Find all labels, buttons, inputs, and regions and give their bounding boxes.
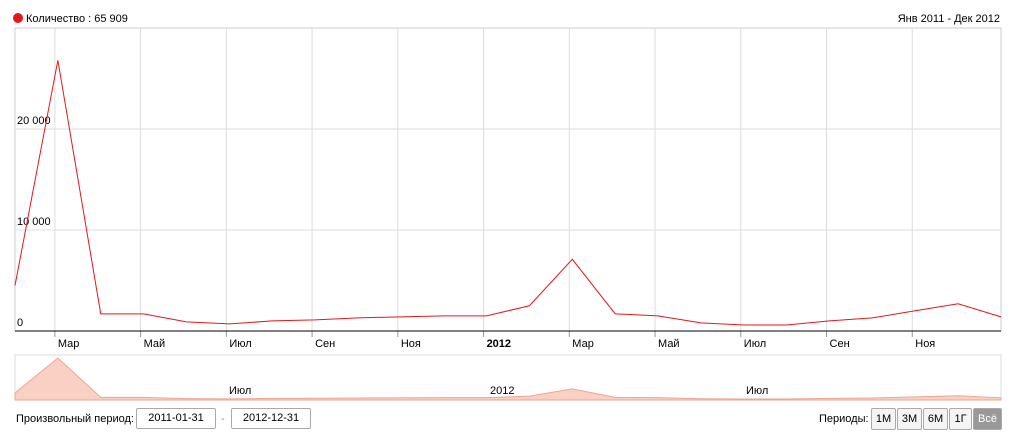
end-date[interactable]: 2012-12-31	[231, 408, 311, 429]
x-tick-label: Мар	[58, 338, 80, 350]
separator: -	[221, 413, 225, 425]
y-tick-label: 10 000	[17, 216, 51, 228]
plot-border	[14, 27, 1002, 332]
x-tick-label: Ноя	[915, 338, 935, 350]
periods-label: Периоды:	[819, 413, 869, 425]
navigator-area	[14, 357, 1002, 401]
navigator-label: 2012	[490, 385, 514, 397]
y-tick-label: 20 000	[17, 115, 51, 127]
navigator	[14, 354, 1002, 401]
x-tick-label: Июл	[744, 338, 766, 350]
navigator-label: Июл	[229, 385, 251, 397]
navigator-label: Июл	[746, 385, 768, 397]
y-tick-label: 0	[17, 317, 23, 329]
x-tick-label: Мар	[572, 338, 594, 350]
period-button[interactable]: 1Г	[949, 408, 972, 430]
period-button[interactable]: 6М	[923, 408, 948, 430]
period-button[interactable]: 1М	[871, 408, 896, 430]
x-tick-label: Июл	[229, 338, 251, 350]
period-button[interactable]: 3М	[897, 408, 922, 430]
x-tick-label: Май	[144, 338, 166, 350]
x-tick-label: Сен	[830, 338, 850, 350]
period-button[interactable]: Всё	[973, 408, 1002, 430]
legend-text: Количество : 65 909	[26, 13, 128, 25]
line-series	[14, 60, 1002, 326]
x-tick-label: 2012	[487, 338, 511, 350]
x-tick-label: Май	[658, 338, 680, 350]
chart: Количество : 65 909 Янв 2011 - Дек 2012 …	[13, 13, 1002, 401]
x-tick-label: Ноя	[401, 338, 421, 350]
x-tick-label: Сен	[315, 338, 335, 350]
range-text: Янв 2011 - Дек 2012	[898, 13, 1000, 25]
start-date[interactable]: 2011-01-31	[136, 408, 216, 429]
legend-marker	[13, 13, 23, 23]
period-label: Произвольный период:	[16, 413, 134, 425]
